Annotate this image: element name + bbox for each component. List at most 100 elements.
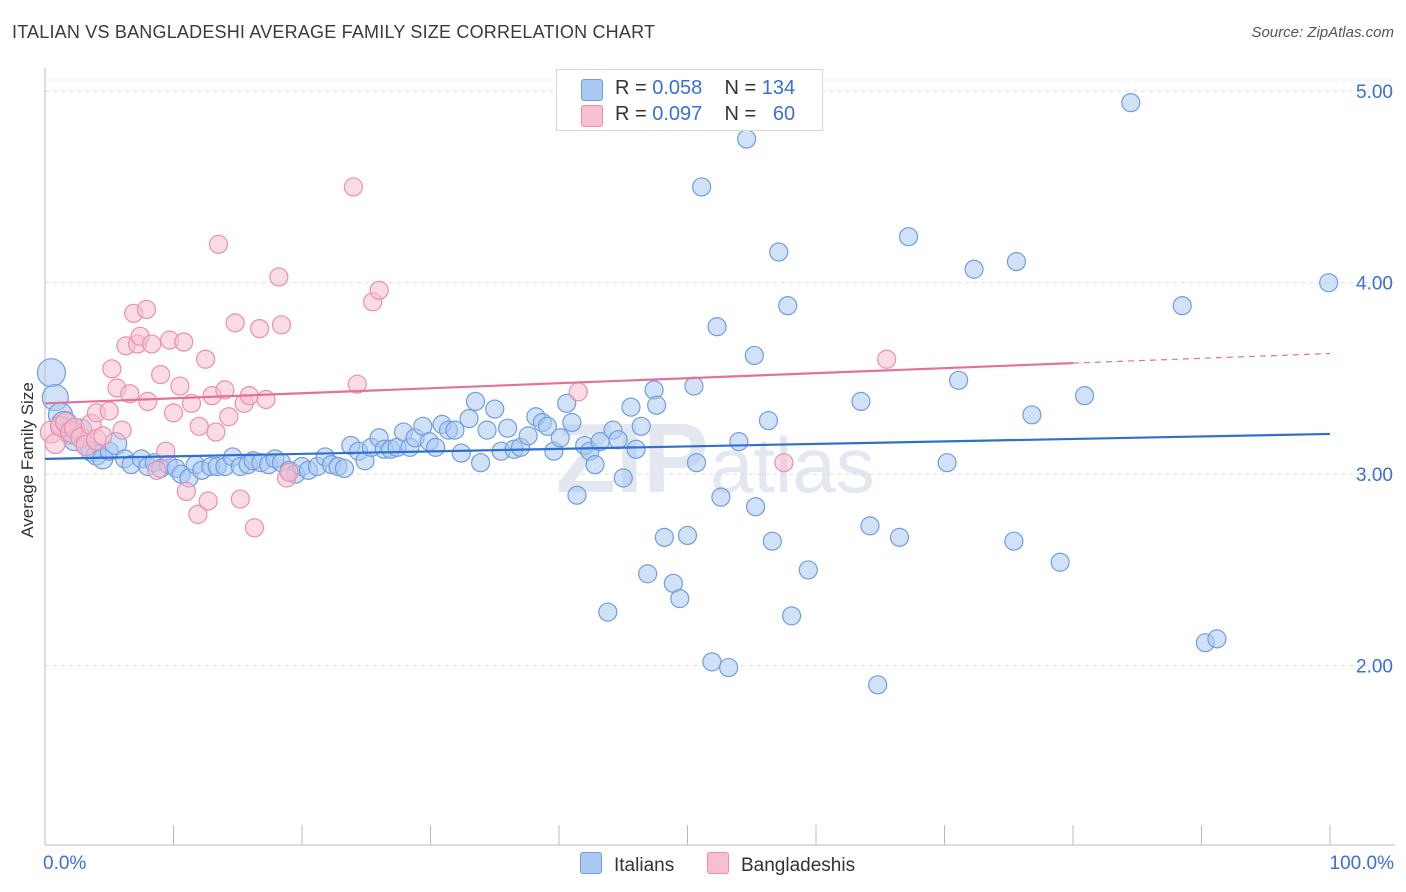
bangladeshis-point-50 [271, 315, 292, 335]
italians-point-106 [729, 432, 749, 452]
bangladeshis-point-17 [120, 384, 140, 404]
bangladeshis-trend-extension [1072, 352, 1331, 364]
italians-point-133 [1319, 273, 1339, 293]
bangladeshis-point-48 [256, 389, 276, 410]
y-tick-label-3: 5.00 [1356, 82, 1393, 103]
bangladeshis-point-15 [112, 420, 132, 440]
italians-point-123 [964, 259, 984, 279]
italians-point-126 [1022, 405, 1042, 425]
bangladeshis-point-59 [877, 349, 897, 369]
italians-point-94 [647, 395, 667, 415]
italians-point-75 [537, 416, 558, 436]
bangladeshis-r-value: 0.097 [652, 103, 703, 125]
italians-point-117 [860, 516, 880, 536]
italians-point-124 [1004, 531, 1024, 551]
italians-point-110 [758, 410, 779, 431]
italians-point-69 [498, 418, 518, 438]
italians-point-102 [702, 652, 722, 672]
bottom-legend-bangladeshis: Bangladeshis [707, 852, 855, 877]
italians-point-132 [1207, 629, 1227, 649]
stats-legend: R = 0.058 N = 134 R = 0.097 N = 60 [556, 69, 823, 131]
bangladeshis-point-28 [163, 403, 184, 423]
italians-point-62 [451, 443, 471, 463]
bangladeshis-point-12 [99, 401, 119, 421]
bangladeshis-point-56 [369, 280, 389, 300]
italians-n-label: N = [724, 77, 757, 99]
italians-point-105 [719, 657, 739, 678]
italians-point-66 [477, 420, 497, 440]
bangladeshis-point-22 [138, 391, 158, 411]
italians-point-72 [518, 426, 538, 446]
bangladeshis-point-47 [249, 319, 270, 339]
italians-point-88 [613, 468, 633, 488]
bangladeshis-point-35 [196, 349, 216, 369]
italians-point-112 [769, 242, 789, 262]
italians-r-value: 0.058 [652, 77, 703, 99]
italians-point-85 [598, 602, 618, 622]
italians-point-121 [937, 453, 957, 473]
bangladeshis-point-24 [147, 460, 167, 480]
italians-point-91 [631, 416, 651, 436]
italians-point-114 [781, 606, 802, 626]
bangladeshis-point-54 [347, 374, 367, 394]
bangladeshis-point-42 [225, 313, 245, 333]
italians-point-78 [557, 393, 577, 413]
italians-point-104 [711, 487, 731, 507]
italians-point-118 [868, 675, 888, 695]
bangladeshis-point-23 [142, 334, 162, 354]
bangladeshis-trend-line [44, 362, 1074, 405]
bangladeshis-swatch [581, 105, 603, 127]
italians-point-98 [677, 525, 698, 546]
italians-swatch [581, 79, 603, 101]
italians-point-99 [684, 376, 704, 396]
italians-point-125 [1006, 252, 1027, 272]
italians-point-103 [707, 317, 727, 337]
bangladeshis-point-33 [188, 504, 208, 524]
x-tick-label-min: 0.0% [43, 853, 87, 874]
italians-point-64 [465, 391, 486, 411]
italians-point-44 [334, 458, 355, 479]
bangladeshis-point-31 [176, 481, 196, 502]
bangladeshis-point-41 [219, 407, 239, 427]
bottom-bangladeshis-swatch [707, 852, 729, 874]
bangladeshis-point-58 [774, 453, 794, 473]
italians-point-111 [762, 531, 782, 551]
bangladeshis-point-40 [215, 380, 235, 400]
gridlines [45, 79, 1395, 667]
y-tick-label-2: 4.00 [1356, 274, 1393, 295]
y-tick-labels: 2.00 3.00 4.00 5.00 [1356, 82, 1393, 678]
axes [44, 68, 1395, 846]
italians-r-label: R = [615, 77, 647, 99]
bangladeshis-point-57 [568, 382, 588, 402]
italians-point-119 [889, 527, 910, 547]
italians-point-89 [621, 397, 641, 417]
italians-point-116 [851, 391, 871, 411]
bottom-italians-swatch [580, 852, 602, 874]
italians-point-87 [608, 430, 628, 450]
italians-point-67 [485, 399, 505, 419]
italians-point-80 [567, 485, 587, 505]
bangladeshis-point-29 [170, 376, 190, 396]
italians-point-97 [670, 589, 690, 609]
bangladeshis-point-21 [136, 299, 157, 320]
bangladeshis-point-53 [343, 177, 363, 197]
italians-point-107 [737, 129, 757, 149]
source-credit: Source: ZipAtlas.com [1251, 24, 1394, 41]
y-tick-label-0: 2.00 [1356, 657, 1393, 678]
italians-point-79 [562, 412, 582, 433]
italians-point-130 [1172, 296, 1192, 316]
bangladeshis-n-label: N = [724, 103, 757, 125]
bangladeshis-point-43 [230, 489, 250, 509]
italians-point-129 [1121, 93, 1141, 113]
y-tick-label-1: 3.00 [1356, 465, 1393, 486]
italians-point-65 [471, 453, 491, 473]
italians-point-113 [778, 296, 798, 316]
italians-point-127 [1050, 552, 1070, 572]
italians-point-108 [744, 345, 764, 366]
bottom-italians-label: Italians [614, 855, 675, 876]
italians-point-63 [459, 409, 479, 429]
italians-point-101 [692, 177, 712, 197]
bangladeshis-point-34 [189, 416, 209, 436]
bangladeshis-point-30 [174, 332, 194, 352]
